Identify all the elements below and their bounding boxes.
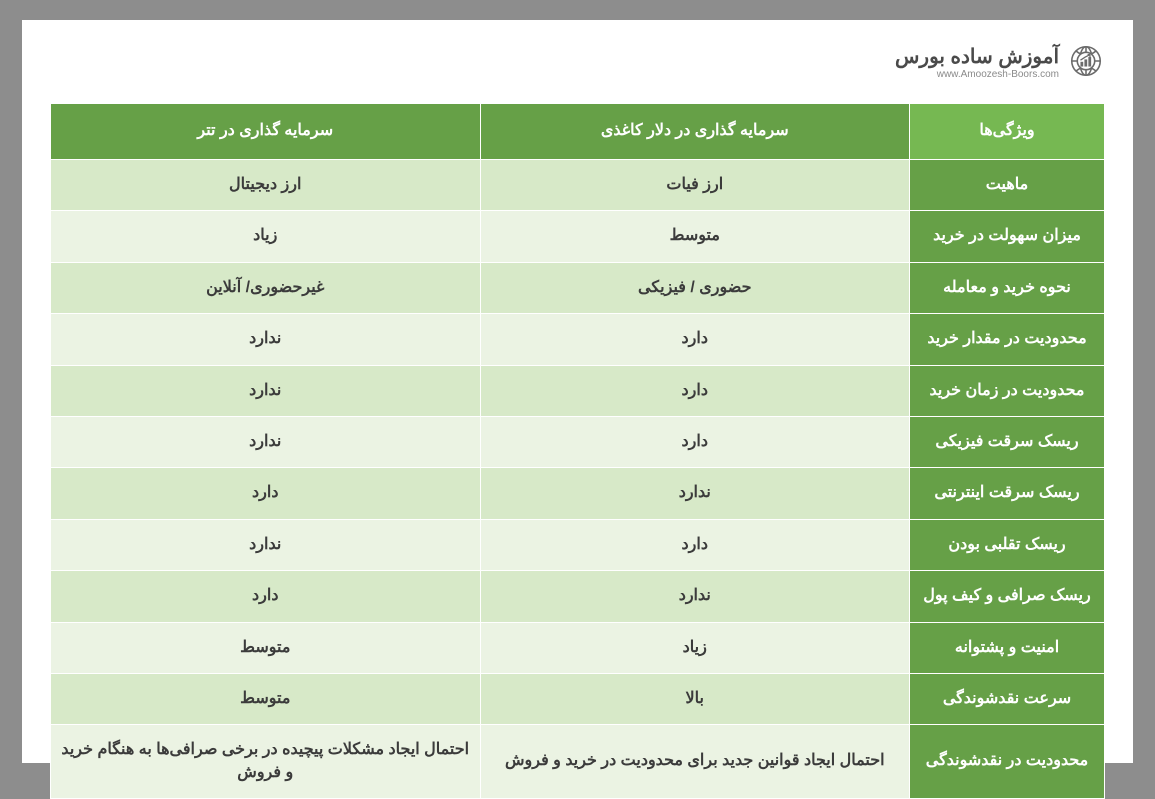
data-cell: ندارد [480, 468, 910, 519]
data-cell: ندارد [51, 365, 481, 416]
table-header: ویژگی‌هاسرمایه گذاری در دلار کاغذیسرمایه… [51, 104, 1105, 160]
table-row: ریسک سرقت فیزیکیداردندارد [51, 416, 1105, 467]
data-cell: دارد [51, 468, 481, 519]
globe-chart-icon [1067, 42, 1105, 85]
data-cell: ندارد [51, 314, 481, 365]
data-cell: ارز دیجیتال [51, 160, 481, 211]
data-cell: متوسط [51, 622, 481, 673]
feature-cell: نحوه خرید و معامله [910, 262, 1105, 313]
table-row: ماهیتارز فیاتارز دیجیتال [51, 160, 1105, 211]
data-cell: دارد [480, 365, 910, 416]
data-cell: احتمال ایجاد قوانین جدید برای محدودیت در… [480, 725, 910, 799]
table-row: محدودیت در مقدار خریدداردندارد [51, 314, 1105, 365]
header-col-tether: سرمایه گذاری در تتر [51, 104, 481, 160]
data-cell: ارز فیات [480, 160, 910, 211]
comparison-table: ویژگی‌هاسرمایه گذاری در دلار کاغذیسرمایه… [50, 103, 1105, 799]
outer-frame: آموزش ساده بورس www.Amoozesh-Boors.com و… [0, 0, 1155, 787]
data-cell: دارد [51, 571, 481, 622]
logo-text: آموزش ساده بورس www.Amoozesh-Boors.com [895, 47, 1059, 80]
data-cell: متوسط [480, 211, 910, 262]
table-row: ریسک تقلبی بودنداردندارد [51, 519, 1105, 570]
feature-cell: ریسک سرقت اینترنتی [910, 468, 1105, 519]
table-row: ریسک سرقت اینترنتیندارددارد [51, 468, 1105, 519]
data-cell: دارد [480, 314, 910, 365]
page: آموزش ساده بورس www.Amoozesh-Boors.com و… [22, 20, 1133, 763]
feature-cell: ریسک صرافی و کیف پول [910, 571, 1105, 622]
feature-cell: ریسک سرقت فیزیکی [910, 416, 1105, 467]
feature-cell: میزان سهولت در خرید [910, 211, 1105, 262]
table-row: سرعت نقدشوندگیبالامتوسط [51, 673, 1105, 724]
data-cell: احتمال ایجاد مشکلات پیچیده در برخی صرافی… [51, 725, 481, 799]
data-cell: زیاد [480, 622, 910, 673]
header-col-paper-dollar: سرمایه گذاری در دلار کاغذی [480, 104, 910, 160]
table-row: امنیت و پشتوانهزیادمتوسط [51, 622, 1105, 673]
data-cell: بالا [480, 673, 910, 724]
table-row: محدودیت در نقدشوندگیاحتمال ایجاد قوانین … [51, 725, 1105, 799]
feature-cell: محدودیت در زمان خرید [910, 365, 1105, 416]
table-row: نحوه خرید و معاملهحضوری / فیزیکیغیرحضوری… [51, 262, 1105, 313]
logo: آموزش ساده بورس www.Amoozesh-Boors.com [50, 42, 1105, 85]
data-cell: زیاد [51, 211, 481, 262]
data-cell: ندارد [51, 519, 481, 570]
feature-cell: محدودیت در مقدار خرید [910, 314, 1105, 365]
logo-title: آموزش ساده بورس [895, 47, 1059, 67]
table-body: ماهیتارز فیاتارز دیجیتالمیزان سهولت در خ… [51, 160, 1105, 799]
table-row: میزان سهولت در خریدمتوسطزیاد [51, 211, 1105, 262]
feature-cell: محدودیت در نقدشوندگی [910, 725, 1105, 799]
data-cell: دارد [480, 519, 910, 570]
logo-subtitle: www.Amoozesh-Boors.com [895, 70, 1059, 80]
data-cell: حضوری / فیزیکی [480, 262, 910, 313]
table-row: محدودیت در زمان خریدداردندارد [51, 365, 1105, 416]
data-cell: دارد [480, 416, 910, 467]
feature-cell: ریسک تقلبی بودن [910, 519, 1105, 570]
feature-cell: ماهیت [910, 160, 1105, 211]
data-cell: ندارد [51, 416, 481, 467]
feature-cell: امنیت و پشتوانه [910, 622, 1105, 673]
data-cell: ندارد [480, 571, 910, 622]
header-features: ویژگی‌ها [910, 104, 1105, 160]
data-cell: غیرحضوری/ آنلاین [51, 262, 481, 313]
data-cell: متوسط [51, 673, 481, 724]
table-row: ریسک صرافی و کیف پولندارددارد [51, 571, 1105, 622]
feature-cell: سرعت نقدشوندگی [910, 673, 1105, 724]
